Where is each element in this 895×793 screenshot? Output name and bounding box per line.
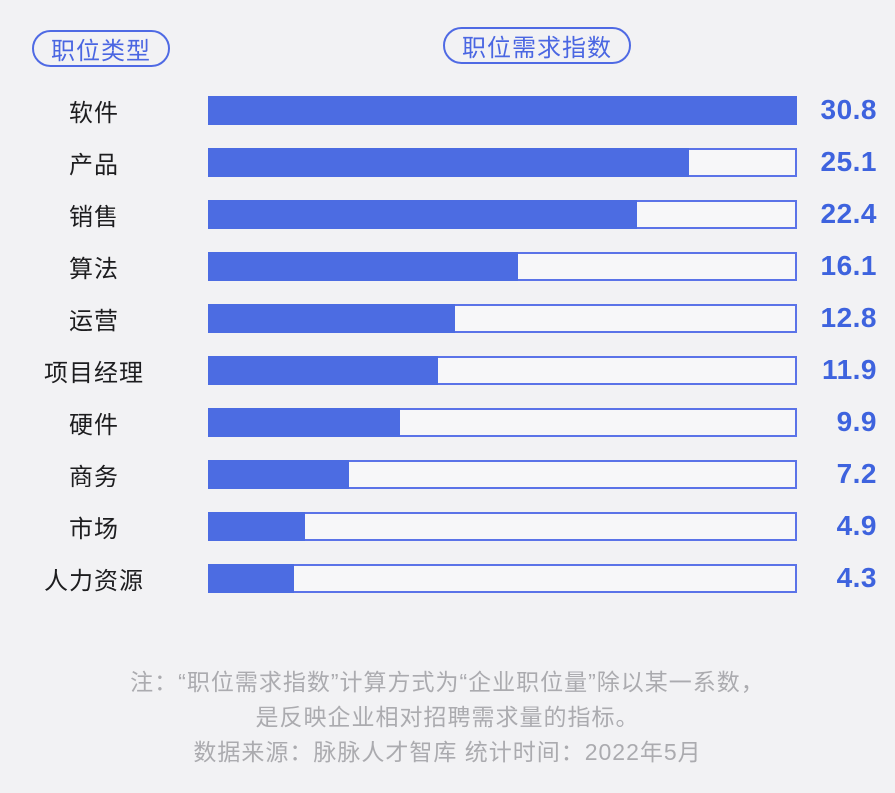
bar-track bbox=[208, 459, 797, 489]
row-label: 人力资源 bbox=[44, 567, 144, 595]
chart-row: 商务 7.2 bbox=[0, 448, 895, 500]
note-line-2: 是反映企业相对招聘需求量的指标。 bbox=[255, 704, 640, 730]
bar-track bbox=[208, 251, 797, 281]
row-label: 硬件 bbox=[69, 411, 119, 439]
row-label: 商务 bbox=[69, 463, 119, 491]
bar-fill bbox=[208, 303, 456, 333]
bar-track bbox=[208, 95, 797, 125]
bar-value: 4.9 bbox=[836, 510, 877, 541]
bar-track bbox=[208, 303, 797, 333]
bar-value: 22.4 bbox=[820, 198, 877, 229]
bar-track bbox=[208, 407, 797, 437]
chart-rows: 软件 30.8 产品 25.1 销售 22.4 算法 bbox=[0, 84, 895, 604]
bar-value: 11.9 bbox=[822, 354, 877, 385]
bar-value: 12.8 bbox=[820, 302, 877, 333]
bar-track bbox=[208, 199, 797, 229]
chart-row: 硬件 9.9 bbox=[0, 396, 895, 448]
row-label: 产品 bbox=[69, 151, 119, 179]
bar-track bbox=[208, 511, 797, 541]
bar-fill bbox=[208, 199, 638, 229]
note-line-1: 注：“职位需求指数”计算方式为“企业职位量”除以某一系数， bbox=[130, 669, 765, 695]
chart-row: 软件 30.8 bbox=[0, 84, 895, 136]
bar-value: 7.2 bbox=[836, 458, 877, 489]
chart-row: 人力资源 4.3 bbox=[0, 552, 895, 604]
bar-value: 16.1 bbox=[820, 250, 877, 281]
bar-track bbox=[208, 355, 797, 385]
chart-row: 市场 4.9 bbox=[0, 500, 895, 552]
row-label: 算法 bbox=[69, 255, 119, 283]
bar-fill bbox=[208, 563, 294, 593]
row-label: 市场 bbox=[69, 515, 119, 543]
chart-row: 项目经理 11.9 bbox=[0, 344, 895, 396]
chart-row: 产品 25.1 bbox=[0, 136, 895, 188]
row-label: 项目经理 bbox=[44, 359, 144, 387]
bar-value: 30.8 bbox=[820, 94, 877, 125]
bar-fill bbox=[208, 511, 306, 541]
bar-fill bbox=[208, 95, 797, 125]
row-label: 运营 bbox=[69, 307, 119, 335]
chart-row: 算法 16.1 bbox=[0, 240, 895, 292]
bar-value: 4.3 bbox=[836, 562, 877, 593]
chart-row: 运营 12.8 bbox=[0, 292, 895, 344]
bar-fill bbox=[208, 459, 349, 489]
bar-value: 9.9 bbox=[836, 406, 877, 437]
bar-track bbox=[208, 563, 797, 593]
bar-track bbox=[208, 147, 797, 177]
bar-fill bbox=[208, 407, 401, 437]
bar-value: 25.1 bbox=[820, 146, 877, 177]
bar-fill bbox=[208, 355, 439, 385]
badge-demand-index: 职位需求指数 bbox=[443, 27, 631, 64]
row-label: 软件 bbox=[69, 99, 119, 127]
chart-row: 销售 22.4 bbox=[0, 188, 895, 240]
badge-position-type: 职位类型 bbox=[32, 30, 170, 67]
row-label: 销售 bbox=[69, 203, 119, 231]
footer-note: 注：“职位需求指数”计算方式为“企业职位量”除以某一系数， 是反映企业相对招聘需… bbox=[0, 665, 895, 770]
bar-fill bbox=[208, 251, 518, 281]
source-line: 数据来源：脉脉人才智库 统计时间：2022年5月 bbox=[193, 739, 702, 765]
bar-fill bbox=[208, 147, 689, 177]
